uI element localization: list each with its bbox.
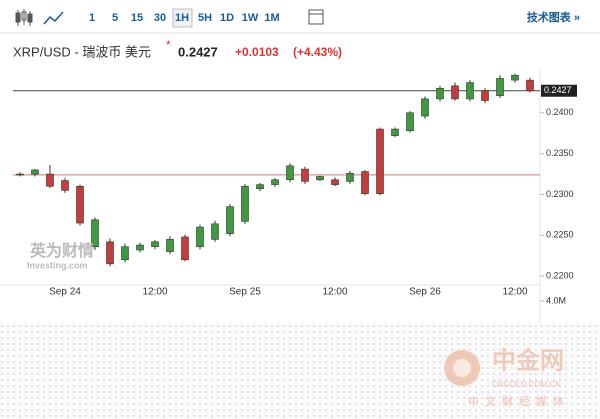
header-price: 0.2427 [178, 44, 218, 59]
interval-button[interactable]: 1 [89, 12, 95, 24]
candle-body [301, 168, 309, 182]
candle-body [286, 165, 294, 181]
candle-body [241, 185, 249, 222]
candle-body [61, 180, 69, 191]
candle-body [451, 85, 459, 100]
y-tick-label: 0.2350 [546, 148, 574, 158]
calendar-icon[interactable] [308, 9, 324, 25]
y-tick-label: 0.2300 [546, 189, 574, 199]
y-tick-label: 0.2400 [546, 107, 574, 117]
candle-body [466, 82, 474, 100]
interval-button[interactable]: 30 [154, 12, 166, 24]
watermark: Investing.com [27, 260, 88, 270]
candle-body [391, 128, 399, 136]
header-change: +0.0103 [235, 45, 279, 59]
candle-body [436, 87, 444, 100]
price-label: 0.2427 [544, 85, 572, 95]
candle-body [406, 112, 414, 132]
x-tick-label: 12:00 [322, 287, 347, 298]
candle-body [496, 78, 504, 96]
candle-body [331, 179, 339, 185]
candle-body [151, 241, 159, 248]
toolbar: 技术图表 » 1 5 15 30 1H 5H 1D 1W 1M [0, 8, 600, 34]
interval-button[interactable]: 5H [198, 12, 212, 24]
candle-body [256, 184, 264, 190]
y-tick-label: 0.2250 [546, 230, 574, 240]
candle-body [106, 241, 114, 265]
candle-body [226, 206, 234, 234]
cngold-logo-inner [453, 359, 471, 377]
x-tick-label: 12:00 [142, 287, 167, 298]
candle-body [526, 79, 534, 92]
candle-body [196, 226, 204, 248]
candle-body [271, 179, 279, 185]
candle-body [16, 173, 24, 176]
candle-body [316, 176, 324, 181]
watermark: 中金网 [492, 346, 564, 374]
interval-button[interactable]: 15 [131, 12, 143, 24]
candle-body [361, 171, 369, 194]
active-interval-box [172, 8, 193, 28]
candle-body [76, 185, 84, 224]
candle-body [46, 173, 54, 187]
plot: 0.2400 0.2350 0.2300 0.2250 0.2200 0.2427 Sep … [13, 73, 577, 305]
technical-chart-link[interactable]: 技术图表 » [527, 10, 580, 24]
watermark: CNGOLD.COM.CN [492, 380, 561, 389]
x-tick-label: 12:00 [502, 287, 527, 298]
candle-body [376, 128, 384, 194]
interval-button[interactable]: 1D [220, 12, 234, 24]
candle-icon[interactable] [15, 9, 33, 26]
candle-body [211, 223, 219, 240]
candle-body [136, 244, 144, 251]
interval-button[interactable]: 5 [112, 12, 118, 24]
candle-body [181, 236, 189, 261]
x-tick-label: Sep 24 [49, 287, 81, 298]
candle-body [346, 172, 354, 182]
candle-body [121, 246, 129, 261]
asterisk: * [166, 38, 171, 52]
candle-body [511, 74, 519, 81]
watermark-overlay [0, 325, 600, 419]
header-change-pct: (+4.43%) [293, 45, 342, 59]
price-label-box [541, 84, 577, 97]
candle-body [166, 239, 174, 252]
candle-body [31, 169, 39, 175]
symbol-title: XRP/USD - 瑞波币 美元 [13, 44, 151, 59]
interval-button[interactable]: 1M [264, 12, 279, 24]
x-tick-label: Sep 26 [409, 287, 441, 298]
volume-tick-label: 4.0M [546, 295, 566, 305]
line-icon[interactable] [43, 11, 64, 25]
x-tick-label: Sep 25 [229, 287, 261, 298]
candle-body [481, 90, 489, 101]
candle-body [421, 98, 429, 117]
watermark: 英为财情 [29, 241, 94, 260]
watermark: 中文财经媒体 [468, 394, 570, 408]
y-tick-label: 0.2200 [546, 270, 574, 280]
interval-button[interactable]: 1H [175, 12, 189, 24]
interval-button[interactable]: 1W [242, 12, 259, 24]
candle-body [91, 219, 99, 248]
